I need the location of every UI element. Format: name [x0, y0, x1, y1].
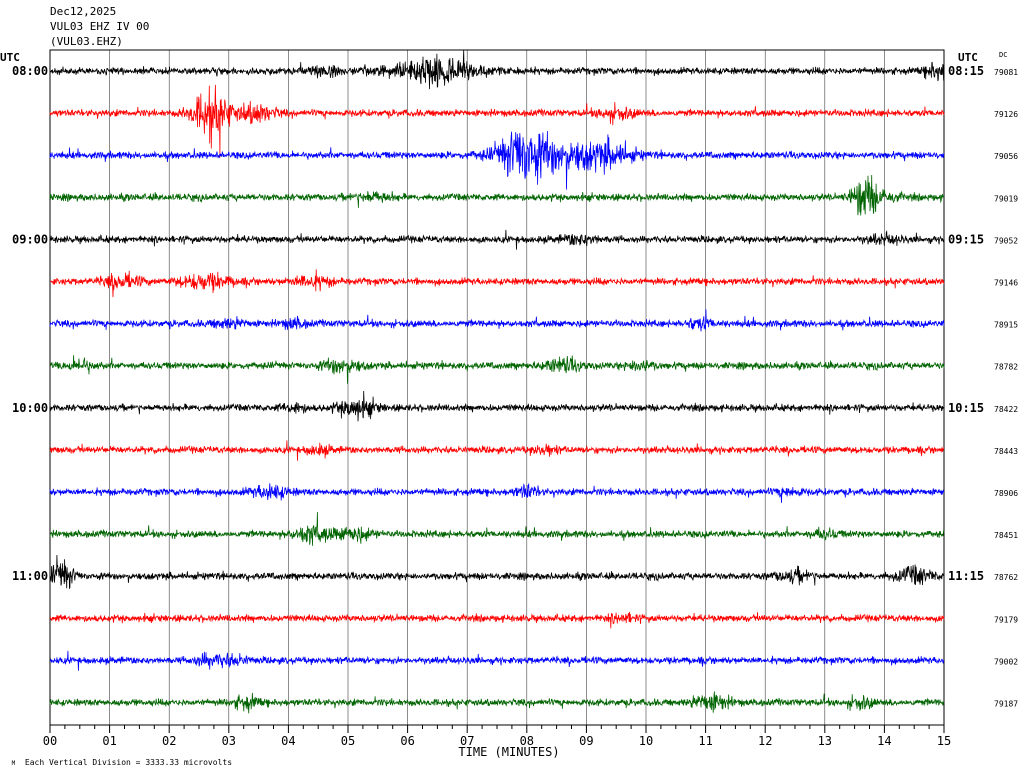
x-tick-label: 07 — [460, 734, 474, 748]
trace-waveform — [49, 309, 945, 332]
trace-waveform — [49, 84, 945, 158]
trace-waveform — [49, 50, 945, 90]
trace-time-left: 08:00 — [12, 64, 48, 78]
right-utc-title: UTC — [958, 51, 978, 64]
trace-time-right: 11:15 — [948, 569, 984, 583]
trace-time-right: 09:15 — [948, 232, 984, 246]
trace-time-right: 08:15 — [948, 64, 984, 78]
x-tick-label: 15 — [937, 734, 951, 748]
trace-dc-value: 79056 — [994, 152, 1018, 161]
channel-label: (VUL03.EHZ) — [50, 35, 123, 48]
trace-dc-value: 79019 — [994, 194, 1018, 203]
trace-waveform — [49, 483, 945, 503]
dc-title: DC — [999, 51, 1007, 59]
trace-waveform — [49, 650, 944, 671]
trace-waveform — [49, 229, 945, 250]
trace-dc-value: 79126 — [994, 110, 1018, 119]
left-utc-title: UTC — [0, 51, 20, 64]
trace-dc-value: 78443 — [994, 447, 1018, 456]
trace-time-left: 10:00 — [12, 401, 48, 415]
scale-note: M Each Vertical Division = 3333.33 micro… — [2, 749, 232, 767]
trace-time-left: 11:00 — [12, 569, 48, 583]
trace-waveform — [49, 269, 945, 298]
x-tick-label: 06 — [400, 734, 414, 748]
trace-dc-value: 78782 — [994, 363, 1018, 372]
x-tick-label: 10 — [639, 734, 653, 748]
trace-dc-value: 78915 — [994, 321, 1018, 330]
station-label: VUL03 EHZ IV 00 — [50, 20, 150, 33]
x-tick-label: 01 — [102, 734, 116, 748]
x-tick-label: 14 — [877, 734, 891, 748]
trace-waveform — [49, 390, 945, 422]
trace-dc-value: 79002 — [994, 657, 1018, 666]
x-tick-label: 12 — [758, 734, 772, 748]
x-tick-label: 11 — [698, 734, 712, 748]
trace-dc-value: 78451 — [994, 531, 1018, 540]
trace-waveform — [49, 611, 945, 629]
x-tick-label: 02 — [162, 734, 176, 748]
trace-dc-value: 79187 — [994, 700, 1018, 709]
x-tick-label: 08 — [520, 734, 534, 748]
x-axis-label: TIME (MINUTES) — [458, 745, 559, 759]
trace-dc-value: 79146 — [994, 279, 1018, 288]
trace-waveform — [49, 440, 945, 461]
trace-time-left: 09:00 — [12, 232, 48, 246]
trace-dc-value: 78762 — [994, 573, 1018, 582]
trace-waveform — [49, 511, 945, 546]
chart-header: Dec12,2025 VUL03 EHZ IV 00 (VUL03.EHZ) — [50, 4, 149, 49]
trace-waveform — [49, 554, 945, 589]
trace-time-right: 10:15 — [948, 401, 984, 415]
trace-dc-value: 79179 — [994, 615, 1018, 624]
x-tick-label: 00 — [43, 734, 57, 748]
date-label: Dec12,2025 — [50, 5, 117, 18]
trace-dc-value: 78906 — [994, 489, 1018, 498]
scale-note-text: Each Vertical Division = 3333.33 microvo… — [24, 758, 233, 767]
scale-mark: M — [11, 760, 16, 767]
trace-waveform — [49, 174, 945, 216]
trace-waveform — [49, 691, 945, 714]
x-tick-label: 03 — [222, 734, 236, 748]
trace-dc-value: 78422 — [994, 405, 1018, 414]
trace-waveform — [49, 355, 945, 384]
trace-waveform — [49, 130, 945, 190]
x-tick-label: 13 — [818, 734, 832, 748]
x-tick-label: 05 — [341, 734, 355, 748]
x-tick-label: 04 — [281, 734, 295, 748]
trace-dc-value: 79052 — [994, 236, 1018, 245]
x-tick-label: 09 — [579, 734, 593, 748]
trace-dc-value: 79081 — [994, 68, 1018, 77]
